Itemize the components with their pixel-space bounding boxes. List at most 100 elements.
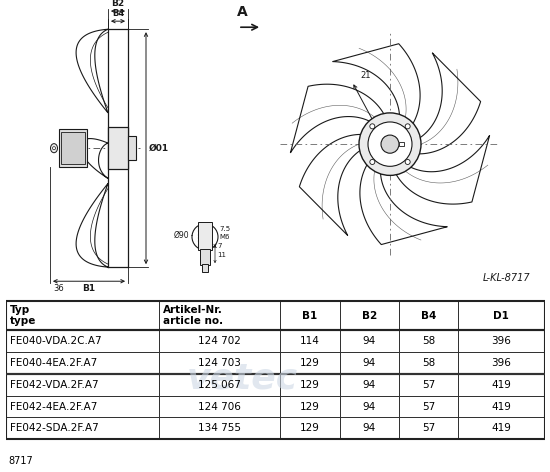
Text: 396: 396 [492,358,512,368]
Polygon shape [76,184,108,267]
Text: 129: 129 [300,402,320,412]
Bar [159,330,280,352]
Bar [6,330,159,352]
Bar [399,301,458,330]
Text: 7: 7 [217,243,222,249]
Text: 134 755: 134 755 [198,423,241,433]
Text: B4: B4 [112,9,124,18]
Bar [6,374,159,396]
Bar [6,352,159,374]
Bar [6,330,544,374]
Text: D1: D1 [493,311,509,320]
Bar [458,352,544,374]
Bar [202,264,208,272]
Text: FE040-VDA.2C.A7: FE040-VDA.2C.A7 [10,337,101,346]
Bar [159,418,280,439]
Bar [399,374,458,396]
Bar [399,396,458,418]
Polygon shape [76,29,108,113]
Text: 129: 129 [300,380,320,390]
Text: 58: 58 [422,337,435,346]
Text: 7.5: 7.5 [219,226,230,232]
Text: 36: 36 [54,284,64,293]
Text: B1: B1 [302,311,318,320]
Ellipse shape [381,135,399,153]
Bar [340,301,399,330]
Text: A: A [236,5,248,19]
Text: Artikel-Nr.
article no.: Artikel-Nr. article no. [163,305,223,327]
Bar [458,330,544,352]
Text: L-KL-8717: L-KL-8717 [482,273,530,283]
Text: 124 706: 124 706 [199,402,241,412]
Bar [340,418,399,439]
Bar [6,396,159,418]
Text: 57: 57 [422,380,435,390]
Bar [280,352,340,374]
Bar [280,301,340,330]
Text: 396: 396 [492,337,512,346]
Ellipse shape [370,124,375,129]
Bar [340,396,399,418]
Ellipse shape [51,143,58,153]
Text: B4: B4 [421,311,436,320]
Text: 419: 419 [492,402,512,412]
Polygon shape [416,53,481,154]
Text: B1: B1 [82,284,96,293]
Bar [108,127,128,169]
Bar [159,352,280,374]
Bar [128,136,136,160]
Text: 129: 129 [300,423,320,433]
Polygon shape [80,139,108,178]
Text: 94: 94 [362,358,376,368]
Text: 94: 94 [362,380,376,390]
Bar [159,396,280,418]
Text: FE042-VDA.2F.A7: FE042-VDA.2F.A7 [10,380,98,390]
Bar [198,222,212,250]
Bar [340,330,399,352]
Bar [340,374,399,396]
Text: Ø90: Ø90 [173,230,189,239]
Text: FE042-SDA.2F.A7: FE042-SDA.2F.A7 [10,423,98,433]
Text: 94: 94 [362,402,376,412]
Bar [458,396,544,418]
Bar [6,374,544,439]
Text: 57: 57 [422,423,435,433]
Bar [159,301,280,330]
Polygon shape [333,44,420,126]
Bar [6,418,159,439]
Ellipse shape [368,122,412,166]
Polygon shape [360,162,447,244]
Text: B2: B2 [362,311,377,320]
Text: M6: M6 [219,234,229,240]
Text: 58: 58 [422,358,435,368]
Bar [61,132,85,164]
Bar [458,301,544,330]
Ellipse shape [359,113,421,176]
Text: 11: 11 [217,252,226,258]
Polygon shape [290,84,385,153]
Bar [59,129,87,168]
Bar [6,301,544,330]
Bar [458,374,544,396]
Text: 114: 114 [300,337,320,346]
Text: FE042-4EA.2F.A7: FE042-4EA.2F.A7 [10,402,97,412]
Bar [280,330,340,352]
Text: 419: 419 [492,423,512,433]
Bar [340,352,399,374]
Bar [280,396,340,418]
Ellipse shape [370,160,375,164]
Text: 57: 57 [422,402,435,412]
Ellipse shape [405,124,410,129]
Polygon shape [299,135,364,236]
Text: B2: B2 [112,0,124,8]
Text: 125 067: 125 067 [199,380,241,390]
Text: vetec: vetec [187,362,298,396]
Bar [399,418,458,439]
Polygon shape [395,135,490,204]
Ellipse shape [405,160,410,164]
Bar [399,352,458,374]
Text: 129: 129 [300,358,320,368]
Bar [399,330,458,352]
Text: Ø01: Ø01 [149,143,169,152]
Bar [6,301,159,330]
